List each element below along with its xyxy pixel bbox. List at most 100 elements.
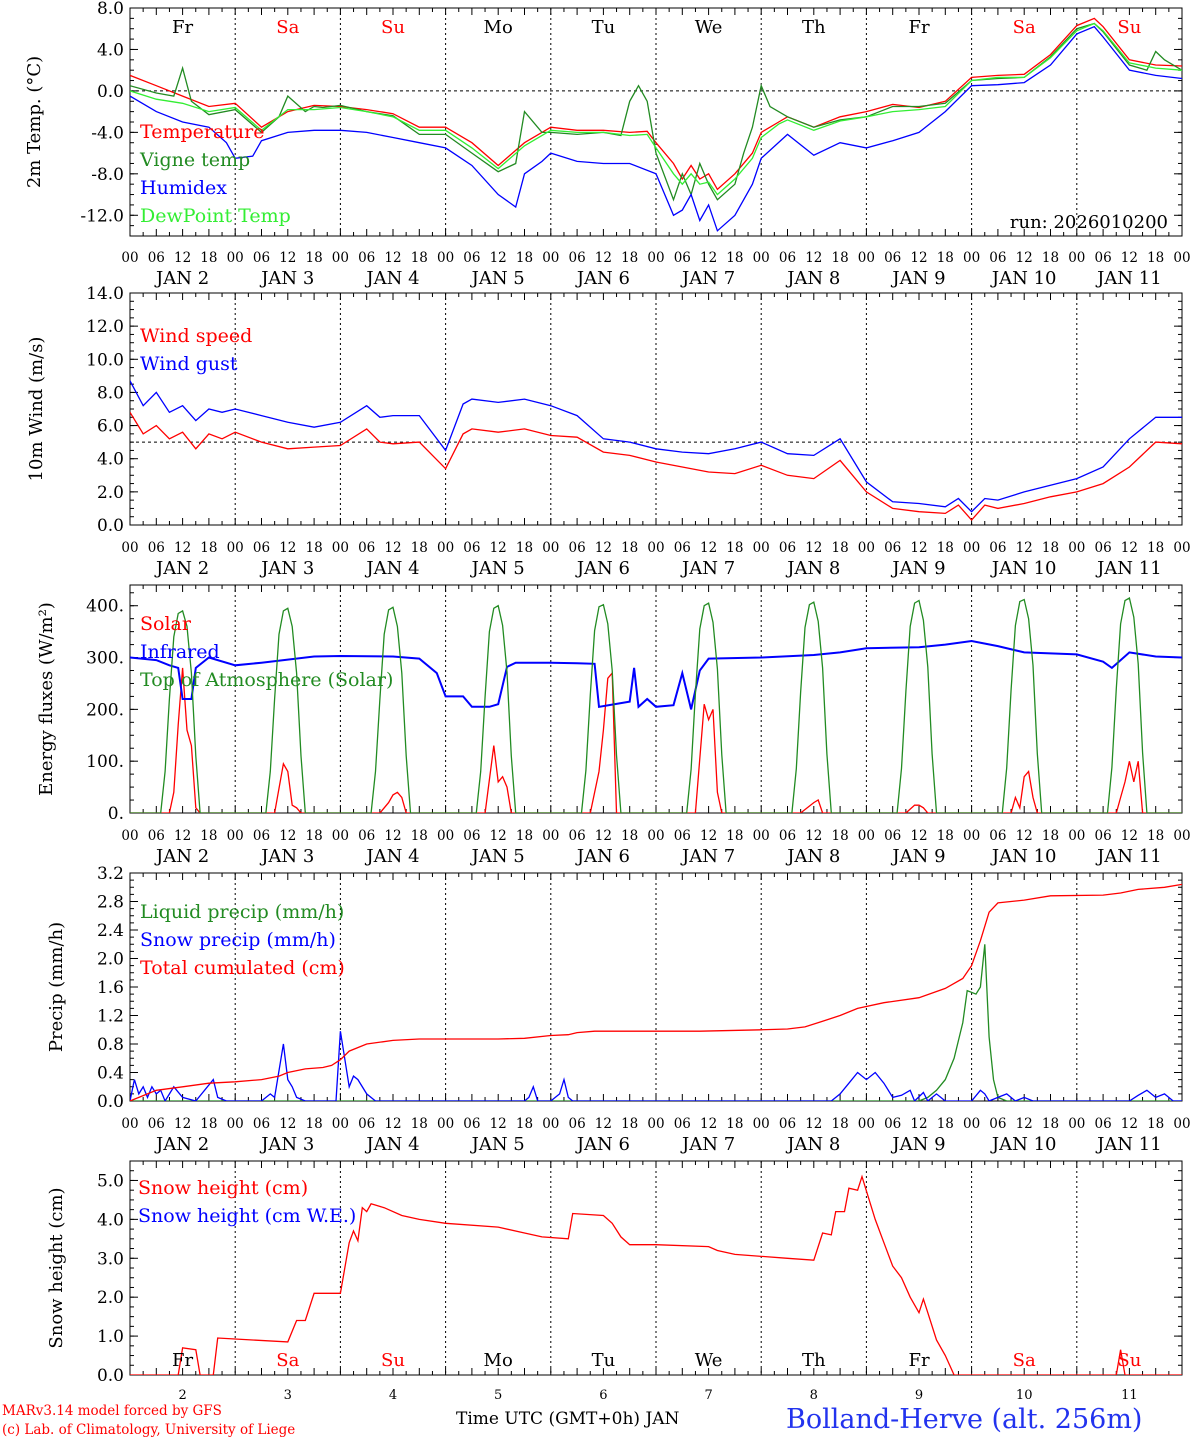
hour-tick-label: 06 bbox=[779, 1116, 796, 1132]
hour-tick-label: 06 bbox=[253, 250, 270, 266]
date-label: JAN 5 bbox=[470, 846, 525, 867]
y-tick-label: 2.8 bbox=[97, 893, 124, 913]
hour-tick-label: 00 bbox=[647, 250, 664, 266]
y-tick-label: 400. bbox=[86, 597, 124, 617]
y-tick-label: 3.0 bbox=[97, 1249, 124, 1269]
day-number-label: 7 bbox=[704, 1388, 712, 1403]
hour-tick-label: 18 bbox=[1147, 540, 1164, 556]
day-label: Fr bbox=[172, 17, 193, 38]
hour-tick-label: 06 bbox=[989, 250, 1006, 266]
day-number-label: 4 bbox=[389, 1388, 397, 1403]
y-tick-label: 3.2 bbox=[97, 864, 124, 884]
legend-entry: Total cumulated (cm) bbox=[140, 957, 345, 979]
hour-tick-label: 00 bbox=[332, 250, 349, 266]
hour-tick-label: 06 bbox=[674, 828, 691, 844]
hour-tick-label: 12 bbox=[1121, 828, 1138, 844]
hour-tick-label: 00 bbox=[647, 1116, 664, 1132]
hour-tick-label: 06 bbox=[779, 540, 796, 556]
day-label: Tu bbox=[592, 1350, 616, 1371]
hour-tick-label: 12 bbox=[490, 250, 507, 266]
legend-entry: Wind gust bbox=[140, 353, 238, 375]
hour-tick-label: 00 bbox=[647, 828, 664, 844]
date-label: JAN 7 bbox=[680, 268, 735, 289]
day-label: We bbox=[695, 1350, 723, 1371]
legend-entry: Infrared bbox=[140, 641, 220, 663]
hour-tick-label: 06 bbox=[358, 540, 375, 556]
hour-tick-label: 00 bbox=[753, 250, 770, 266]
day-number-label: 8 bbox=[810, 1388, 818, 1403]
hour-tick-label: 12 bbox=[805, 250, 822, 266]
day-label: Su bbox=[1117, 17, 1141, 38]
y-axis-title: Precip (mm/h) bbox=[46, 922, 67, 1052]
hour-tick-label: 00 bbox=[858, 250, 875, 266]
hour-tick-label: 12 bbox=[279, 828, 296, 844]
date-label: JAN 6 bbox=[575, 268, 630, 289]
hour-tick-label: 18 bbox=[200, 540, 217, 556]
y-axis-title: Energy fluxes (W/m²) bbox=[36, 602, 57, 796]
hour-tick-label: 06 bbox=[674, 1116, 691, 1132]
hour-tick-label: 18 bbox=[726, 1116, 743, 1132]
series-line-total-cumulated-cm- bbox=[130, 883, 1182, 1101]
date-label: JAN 4 bbox=[364, 268, 419, 289]
footer-credit: (c) Lab. of Climatology, University of L… bbox=[2, 1422, 295, 1438]
hour-tick-label: 18 bbox=[621, 1116, 638, 1132]
panel-precip: 3.2 2.8 2.4 2.0 1.6 1.2 0.8 0.4 0.0 Precip (mm/h)… bbox=[46, 864, 1191, 1155]
hour-tick-label: 00 bbox=[121, 540, 138, 556]
hour-tick-label: 12 bbox=[1121, 1116, 1138, 1132]
hour-tick-label: 06 bbox=[674, 540, 691, 556]
day-label: Su bbox=[381, 1350, 405, 1371]
hour-tick-label: 06 bbox=[463, 540, 480, 556]
y-tick-label: 0.8 bbox=[97, 1035, 124, 1055]
hour-tick-label: 00 bbox=[753, 540, 770, 556]
date-label: JAN 2 bbox=[154, 268, 209, 289]
hour-tick-label: 18 bbox=[1147, 250, 1164, 266]
y-tick-label: 1.6 bbox=[97, 978, 124, 998]
hour-tick-label: 12 bbox=[910, 828, 927, 844]
hour-tick-label: 00 bbox=[1173, 540, 1190, 556]
date-label: JAN 11 bbox=[1095, 1134, 1162, 1155]
hour-tick-label: 00 bbox=[332, 828, 349, 844]
hour-tick-label: 00 bbox=[542, 250, 559, 266]
day-number-label: 2 bbox=[178, 1388, 186, 1403]
hour-tick-label: 00 bbox=[437, 828, 454, 844]
hour-tick-label: 18 bbox=[306, 828, 323, 844]
hour-tick-label: 12 bbox=[279, 1116, 296, 1132]
y-tick-label: -4.0 bbox=[91, 123, 124, 143]
hour-tick-label: 12 bbox=[1016, 828, 1033, 844]
y-tick-label: 5.0 bbox=[97, 1171, 124, 1191]
series-line-wind-gust bbox=[130, 380, 1182, 513]
hour-tick-label: 12 bbox=[384, 828, 401, 844]
date-label: JAN 5 bbox=[470, 268, 525, 289]
hour-tick-label: 06 bbox=[569, 250, 586, 266]
hour-tick-label: 18 bbox=[1147, 828, 1164, 844]
hour-tick-label: 00 bbox=[227, 1116, 244, 1132]
hour-tick-label: 18 bbox=[516, 828, 533, 844]
hour-tick-label: 18 bbox=[1147, 1116, 1164, 1132]
date-label: JAN 9 bbox=[890, 268, 945, 289]
hour-tick-label: 00 bbox=[963, 1116, 980, 1132]
legend-entry: Humidex bbox=[140, 177, 227, 199]
hour-tick-label: 12 bbox=[1016, 1116, 1033, 1132]
hour-tick-label: 06 bbox=[989, 828, 1006, 844]
hour-tick-label: 00 bbox=[121, 828, 138, 844]
hour-tick-label: 06 bbox=[779, 250, 796, 266]
hour-tick-label: 06 bbox=[1095, 250, 1112, 266]
hour-tick-label: 06 bbox=[463, 1116, 480, 1132]
date-label: JAN 9 bbox=[890, 1134, 945, 1155]
y-axis-title: 2m Temp. (°C) bbox=[24, 56, 45, 188]
series-line-wind-speed bbox=[130, 411, 1182, 521]
hour-tick-label: 12 bbox=[910, 1116, 927, 1132]
hour-tick-label: 00 bbox=[437, 1116, 454, 1132]
hour-tick-label: 06 bbox=[148, 828, 165, 844]
legend-entry: Snow height (cm W.E.) bbox=[138, 1205, 356, 1227]
hour-tick-label: 00 bbox=[437, 540, 454, 556]
date-label: JAN 5 bbox=[470, 558, 525, 579]
hour-tick-label: 18 bbox=[411, 540, 428, 556]
hour-tick-label: 00 bbox=[753, 828, 770, 844]
hour-tick-label: 12 bbox=[700, 250, 717, 266]
hour-tick-label: 12 bbox=[700, 828, 717, 844]
series-line-liquid-precip-mm-h- bbox=[130, 944, 1182, 1101]
hour-tick-label: 12 bbox=[595, 250, 612, 266]
hour-tick-label: 18 bbox=[411, 828, 428, 844]
hour-tick-label: 18 bbox=[621, 828, 638, 844]
